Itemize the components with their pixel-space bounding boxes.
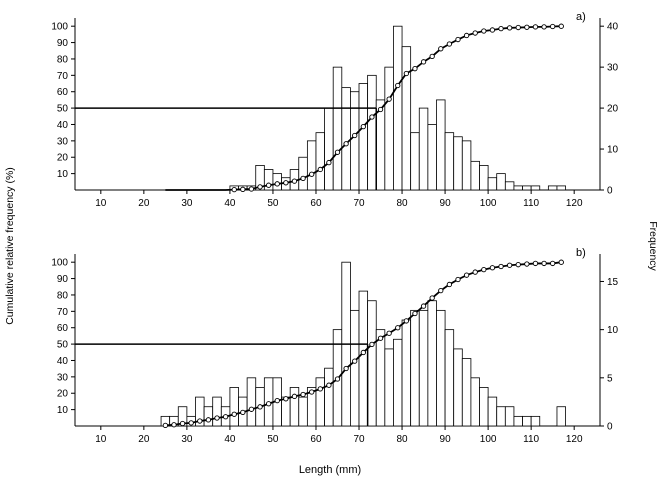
svg-text:60: 60 [57,87,69,98]
svg-text:30: 30 [607,63,619,74]
svg-text:70: 70 [57,307,69,318]
svg-text:30: 30 [181,198,193,209]
svg-text:20: 20 [607,104,619,115]
svg-text:a): a) [576,11,586,23]
svg-text:60: 60 [57,323,69,334]
svg-text:20: 20 [57,153,69,164]
svg-text:50: 50 [267,434,279,445]
svg-text:10: 10 [57,405,69,416]
svg-text:70: 70 [57,71,69,82]
svg-text:80: 80 [396,198,408,209]
svg-text:30: 30 [57,372,69,383]
svg-text:20: 20 [138,198,150,209]
svg-text:15: 15 [607,277,619,288]
svg-text:50: 50 [267,198,279,209]
svg-text:40: 40 [224,434,236,445]
svg-text:60: 60 [310,434,322,445]
svg-text:90: 90 [57,38,69,49]
svg-text:0: 0 [607,422,613,433]
svg-text:10: 10 [95,198,107,209]
svg-text:70: 70 [353,434,365,445]
svg-text:40: 40 [57,120,69,131]
svg-text:100: 100 [480,198,497,209]
svg-text:20: 20 [57,389,69,400]
x-axis-label: Length (mm) [298,464,362,476]
svg-text:80: 80 [396,434,408,445]
svg-text:20: 20 [138,434,150,445]
svg-text:80: 80 [57,290,69,301]
svg-text:40: 40 [224,198,236,209]
svg-text:80: 80 [57,54,69,65]
svg-text:100: 100 [51,22,68,33]
svg-text:30: 30 [181,434,193,445]
svg-text:90: 90 [57,274,69,285]
svg-text:70: 70 [353,198,365,209]
svg-text:90: 90 [440,198,452,209]
svg-text:b): b) [576,247,586,259]
svg-text:120: 120 [566,198,583,209]
svg-text:50: 50 [57,340,69,351]
svg-text:100: 100 [480,434,497,445]
svg-text:100: 100 [51,258,68,269]
svg-text:5: 5 [607,373,613,384]
svg-text:120: 120 [566,434,583,445]
svg-text:110: 110 [523,434,539,445]
svg-text:30: 30 [57,136,69,147]
svg-text:40: 40 [607,22,619,33]
y-axis-label-right: Frequency [647,221,659,271]
svg-text:50: 50 [57,104,69,115]
svg-text:10: 10 [607,325,619,336]
panel-a-chart: 10 20 30 40 50 60 70 80 90 100 110 1201020304050607… [51,11,619,209]
svg-text:10: 10 [57,169,69,180]
svg-text:10: 10 [607,145,619,156]
svg-text:110: 110 [523,198,539,209]
svg-text:10: 10 [95,434,107,445]
svg-text:90: 90 [440,434,452,445]
panel-b-chart: 10 20 30 40 50 60 70 80 90 100 110 1201020304050607… [51,247,619,445]
svg-text:60: 60 [310,198,322,209]
svg-text:40: 40 [57,356,69,367]
svg-text:0: 0 [607,186,613,197]
